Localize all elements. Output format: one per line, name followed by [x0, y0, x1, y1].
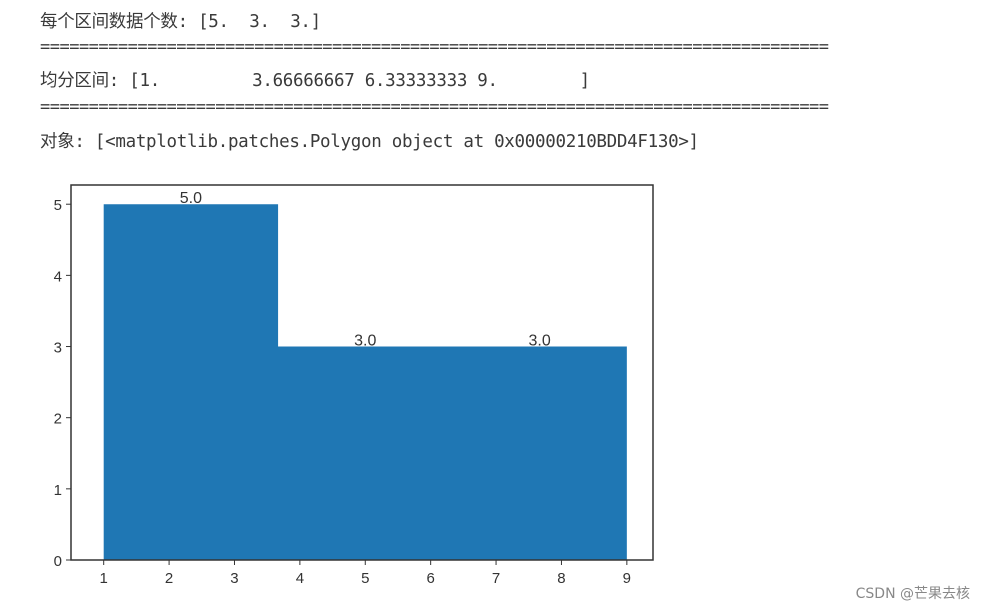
x-tick-label: 1: [100, 570, 108, 587]
y-tick-label: 4: [54, 268, 62, 285]
x-tick-label: 4: [296, 570, 304, 587]
x-tick-label: 7: [492, 570, 500, 587]
data-label: 3.0: [529, 333, 551, 350]
x-tick-label: 3: [230, 570, 238, 587]
y-tick-label: 0: [54, 553, 62, 570]
x-tick-label: 9: [623, 570, 631, 587]
x-tick-label: 5: [361, 570, 369, 587]
separator: ========================================…: [40, 37, 829, 57]
axes-frame: [70, 184, 654, 561]
data-label: 5.0: [180, 190, 202, 207]
x-tick-label: 6: [426, 570, 434, 587]
watermark: CSDN @芒果去核: [855, 586, 970, 602]
y-tick-label: 3: [54, 340, 62, 357]
data-label: 3.0: [354, 333, 376, 350]
counts-output: 每个区间数据个数: [5. 3. 3.]: [40, 12, 321, 32]
x-tick-label: 8: [557, 570, 565, 587]
y-tick-label: 5: [54, 197, 62, 214]
x-tick-label: 2: [165, 570, 173, 587]
separator: ========================================…: [40, 97, 829, 117]
objects-output: 对象: [<matplotlib.patches.Polygon object …: [40, 132, 699, 152]
y-tick-label: 1: [54, 482, 62, 499]
y-tick-label: 2: [54, 411, 62, 428]
histogram-polygon: [103, 204, 627, 560]
bins-output: 均分区间: [1. 3.66666667 6.33333333 9. ]: [40, 71, 590, 91]
